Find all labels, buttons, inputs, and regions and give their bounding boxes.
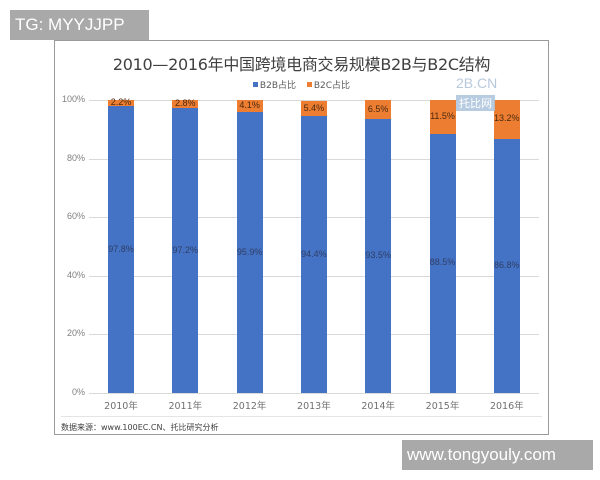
logo-watermark-tuobi: 托比网 [456, 95, 495, 111]
data-label-b2c: 4.1% [239, 100, 260, 111]
bar-segment-b2b: 86.8% [493, 138, 520, 393]
data-label-b2b: 94.4% [301, 248, 327, 259]
x-tick-label: 2011年 [168, 401, 203, 412]
chart-legend: B2B占比 B2C占比 [55, 78, 548, 91]
data-label-b2b: 88.5% [429, 257, 456, 268]
bar-stack: 95.9% 4.1% [236, 100, 263, 393]
legend-item-b2b: B2B占比 [252, 78, 296, 91]
bar-segment-b2c: 2.2% [108, 97, 134, 107]
bar-stack: 88.5% 11.5% [429, 100, 456, 393]
bar-segment-b2b: 88.5% [429, 133, 456, 393]
chart-frame: 2010—2016年中国跨境电商交易规模B2B与B2C结构 B2B占比 B2C占… [54, 40, 549, 435]
bar-segment-b2c: 4.1% [236, 100, 263, 113]
x-tick-label: 2014年 [361, 401, 396, 412]
bar-segment-b2c: 6.5% [365, 100, 392, 120]
logo-watermark-2bcn: 2B.CN [456, 75, 498, 91]
bar-stack: 86.8% 13.2% [493, 100, 520, 393]
data-label-b2b: 97.8% [108, 243, 134, 254]
data-label-b2b: 93.5% [365, 250, 391, 261]
bar-stack: 93.5% 6.5% [365, 100, 392, 393]
gridline [89, 393, 539, 394]
legend-label-b2c: B2C占比 [313, 81, 351, 91]
y-tick-label: 0% [71, 387, 85, 397]
x-tick-label: 2015年 [425, 401, 460, 412]
y-tick-label: 80% [66, 152, 85, 163]
chart-title: 2010—2016年中国跨境电商交易规模B2B与B2C结构 [112, 55, 491, 74]
plot-area: 0% 20% 40% 60% 80% 100% 97.8% 2.2% 2010年 97.2% 2.8… [55, 41, 548, 434]
data-label-b2b: 97.2% [172, 244, 199, 255]
bar-segment-b2c: 11.5% [429, 100, 456, 134]
bar-segment-b2b: 95.9% [236, 112, 263, 393]
data-label-b2b: 86.8% [494, 259, 520, 270]
data-label-b2c: 6.5% [367, 103, 389, 114]
legend-label-b2b: B2B占比 [259, 81, 296, 91]
bar-stack: 97.2% 2.8% [172, 98, 199, 393]
x-tick-label: 2013年 [297, 401, 331, 412]
tg-watermark: TG: MYYJJPP [10, 10, 149, 40]
legend-swatch-b2c [306, 82, 312, 87]
data-label-b2c: 5.4% [303, 102, 325, 113]
source-divider [61, 416, 542, 417]
bar-segment-b2b: 94.4% [300, 116, 327, 393]
bar-stack: 97.8% 2.2% [108, 97, 134, 393]
bar-stack: 94.4% 5.4% [300, 100, 327, 393]
data-label-b2c: 2.2% [110, 97, 132, 108]
x-tick-label: 2010年 [104, 401, 138, 412]
bar-segment-b2b: 93.5% [365, 119, 392, 393]
data-label-b2b: 95.9% [236, 246, 263, 257]
bar-segment-b2c: 5.4% [300, 100, 327, 117]
data-label-b2c: 2.8% [175, 98, 196, 109]
y-tick-label: 20% [66, 328, 85, 339]
legend-swatch-b2b [252, 82, 258, 87]
y-tick-label: 40% [66, 269, 85, 280]
y-tick-label: 60% [66, 211, 85, 222]
data-label-b2c: 13.2% [494, 113, 520, 124]
bar-segment-b2b: 97.8% [108, 106, 134, 393]
site-watermark: www.tongyouly.com [402, 440, 593, 470]
y-tick-label: 100% [61, 94, 85, 104]
bar-segment-b2c: 2.8% [172, 98, 199, 109]
legend-item-b2c: B2C占比 [306, 78, 351, 91]
data-label-b2c: 11.5% [430, 110, 455, 121]
bar-segment-b2b: 97.2% [172, 108, 199, 393]
gridline [89, 100, 539, 101]
source-note: 数据来源：www.100EC.CN、托比研究分析 [61, 423, 219, 432]
bar-segment-b2c: 13.2% [493, 100, 520, 139]
x-tick-label: 2012年 [232, 401, 267, 412]
x-tick-label: 2016年 [489, 401, 524, 412]
